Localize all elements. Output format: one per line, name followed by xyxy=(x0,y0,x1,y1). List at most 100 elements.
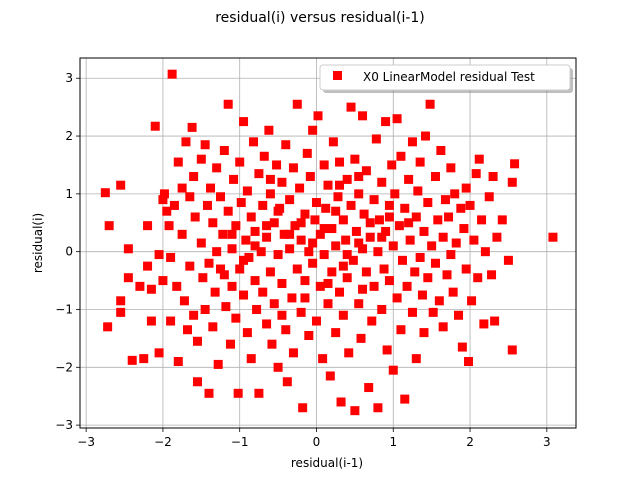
data-point xyxy=(484,192,494,202)
data-point xyxy=(250,226,260,236)
data-point xyxy=(361,166,371,176)
data-point xyxy=(182,325,192,335)
data-point xyxy=(350,406,360,416)
data-point xyxy=(277,177,287,187)
data-point xyxy=(308,258,318,268)
x-axis-label: residual(i-1) xyxy=(291,456,363,470)
data-point xyxy=(419,226,429,236)
data-point xyxy=(239,255,249,265)
data-point xyxy=(202,200,212,210)
data-point xyxy=(323,180,333,190)
data-point xyxy=(192,377,202,387)
data-point xyxy=(464,357,474,367)
data-point xyxy=(292,99,302,109)
data-point xyxy=(404,174,414,184)
data-point xyxy=(400,203,410,213)
data-point xyxy=(335,287,345,297)
data-point xyxy=(365,218,375,228)
data-point xyxy=(365,232,375,242)
y-tick-label: 1 xyxy=(65,187,73,201)
data-point xyxy=(146,284,156,294)
data-point xyxy=(331,241,341,251)
data-point xyxy=(333,192,343,202)
data-point xyxy=(446,250,456,260)
data-point xyxy=(187,122,197,132)
data-point xyxy=(325,371,335,381)
data-point xyxy=(127,355,137,365)
data-point xyxy=(172,281,182,291)
data-point xyxy=(415,252,425,262)
legend: X0 LinearModel residual Test xyxy=(319,64,573,93)
data-point xyxy=(236,198,246,208)
data-point xyxy=(392,114,402,124)
data-point xyxy=(162,206,172,216)
data-point xyxy=(143,261,153,271)
data-point xyxy=(311,316,321,326)
data-point xyxy=(246,354,256,364)
data-point xyxy=(262,319,272,329)
data-point xyxy=(358,111,368,121)
data-point xyxy=(410,267,420,277)
data-point xyxy=(371,134,381,144)
data-point xyxy=(244,252,254,262)
x-tick-label: 1 xyxy=(389,435,397,449)
data-point xyxy=(213,359,223,369)
data-point xyxy=(192,336,202,346)
data-point xyxy=(218,229,228,239)
data-point xyxy=(358,284,368,294)
data-point xyxy=(457,342,467,352)
data-point xyxy=(254,169,264,179)
data-point xyxy=(179,296,189,306)
y-tick-label: −1 xyxy=(55,302,73,316)
data-point xyxy=(358,244,368,254)
data-point xyxy=(344,348,354,358)
data-point xyxy=(419,328,429,338)
data-point xyxy=(373,403,383,413)
data-point xyxy=(210,287,220,297)
data-point xyxy=(154,348,164,358)
data-point xyxy=(146,316,156,326)
data-point xyxy=(346,200,356,210)
data-point xyxy=(315,281,325,291)
data-point xyxy=(288,348,298,358)
data-point xyxy=(143,221,153,231)
x-tick-label: −3 xyxy=(77,435,95,449)
data-point xyxy=(252,304,262,314)
data-point xyxy=(262,221,272,231)
data-point xyxy=(336,397,346,407)
data-point xyxy=(394,221,404,231)
data-point xyxy=(361,267,371,277)
data-point xyxy=(308,125,318,135)
data-point xyxy=(342,174,352,184)
chart-title: residual(i) versus residual(i-1) xyxy=(215,10,425,26)
data-point xyxy=(235,157,245,167)
data-point xyxy=(304,247,314,257)
data-point xyxy=(377,177,387,187)
data-point xyxy=(212,247,222,257)
data-point xyxy=(450,189,460,199)
data-point xyxy=(318,354,328,364)
data-point xyxy=(381,226,391,236)
data-point xyxy=(331,328,341,338)
data-point xyxy=(327,267,337,277)
data-point xyxy=(373,247,383,257)
data-point xyxy=(208,218,218,228)
data-point xyxy=(405,235,415,245)
data-point xyxy=(342,273,352,283)
data-point xyxy=(459,224,469,234)
data-point xyxy=(181,137,191,147)
data-point xyxy=(338,310,348,320)
data-point xyxy=(265,174,275,184)
data-point xyxy=(490,316,500,326)
data-point xyxy=(273,362,283,372)
data-point xyxy=(331,206,341,216)
data-point xyxy=(423,273,433,283)
data-point xyxy=(388,241,398,251)
data-point xyxy=(239,290,249,300)
data-point xyxy=(421,131,431,141)
data-point xyxy=(221,302,231,312)
data-point xyxy=(250,241,260,251)
data-point xyxy=(123,244,133,254)
data-point xyxy=(377,304,387,314)
data-point xyxy=(507,345,517,355)
